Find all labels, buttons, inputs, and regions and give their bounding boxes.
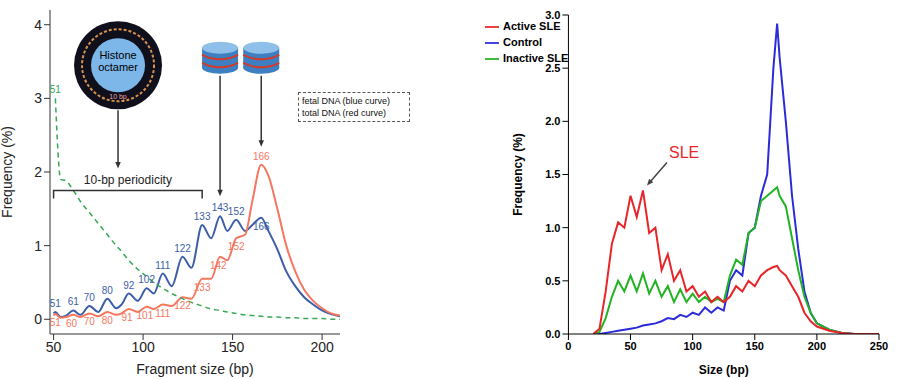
svg-text:1.0: 1.0: [545, 222, 560, 234]
svg-text:2.0: 2.0: [545, 115, 560, 127]
html-text:total DNA (red curve): total DNA (red curve): [302, 108, 386, 118]
svg-text:250: 250: [870, 340, 888, 352]
svg-text:0: 0: [565, 340, 571, 352]
svg-text:3: 3: [34, 90, 42, 106]
svg-text:166: 166: [253, 221, 270, 232]
svg-text:Fragment size (bp): Fragment size (bp): [136, 361, 253, 377]
svg-text:200: 200: [310, 339, 334, 355]
svg-text:80: 80: [102, 285, 114, 296]
svg-text:0.0: 0.0: [545, 328, 560, 340]
svg-text:133: 133: [194, 282, 211, 293]
svg-text:51: 51: [50, 298, 62, 309]
svg-text:10-bp periodicity: 10-bp periodicity: [84, 173, 172, 187]
svg-text:200: 200: [808, 340, 826, 352]
svg-text:2: 2: [34, 164, 42, 180]
svg-text:152: 152: [228, 241, 245, 252]
svg-text:70: 70: [84, 292, 96, 303]
svg-text:143: 143: [212, 202, 229, 213]
svg-text:SLE: SLE: [669, 144, 699, 161]
svg-text:152: 152: [228, 206, 245, 217]
svg-text:92: 92: [123, 280, 135, 291]
svg-text:100: 100: [131, 339, 155, 355]
svg-text:80: 80: [102, 315, 114, 326]
svg-text:0: 0: [34, 311, 42, 327]
html-text:Inactive SLE: Inactive SLE: [503, 52, 569, 65]
html-text:Active SLE: Active SLE: [503, 20, 561, 32]
svg-text:50: 50: [624, 340, 636, 352]
svg-text:2.5: 2.5: [545, 62, 560, 74]
svg-text:91: 91: [121, 312, 133, 323]
svg-text:100: 100: [683, 340, 701, 352]
svg-text:122: 122: [174, 300, 191, 311]
svg-text:Histone: Histone: [99, 49, 136, 61]
svg-text:142: 142: [210, 260, 227, 271]
svg-text:70: 70: [84, 316, 96, 327]
svg-text:octamer: octamer: [98, 61, 138, 73]
svg-text:1: 1: [34, 238, 42, 254]
svg-text:51: 51: [50, 84, 62, 95]
html-text:fetal DNA (blue curve): fetal DNA (blue curve): [302, 96, 390, 106]
svg-text:Size (bp): Size (bp): [699, 363, 749, 377]
svg-text:111: 111: [155, 308, 171, 319]
svg-text:150: 150: [221, 339, 245, 355]
svg-text:150: 150: [746, 340, 764, 352]
svg-text:166: 166: [253, 151, 270, 162]
svg-text:51: 51: [50, 317, 62, 328]
svg-text:122: 122: [174, 243, 191, 254]
svg-text:60: 60: [66, 318, 78, 329]
svg-text:Frequency (%): Frequency (%): [511, 133, 525, 216]
svg-text:133: 133: [194, 211, 211, 222]
html-text:Control: Control: [503, 36, 543, 49]
svg-text:4: 4: [34, 17, 42, 33]
svg-text:10 bp: 10 bp: [109, 93, 127, 101]
svg-text:0.5: 0.5: [545, 275, 560, 287]
svg-text:50: 50: [46, 339, 62, 355]
svg-text:102: 102: [138, 274, 155, 285]
svg-text:61: 61: [68, 296, 80, 307]
svg-text:3.0: 3.0: [545, 9, 560, 21]
svg-text:101: 101: [137, 310, 154, 321]
svg-text:Frequency (%): Frequency (%): [0, 126, 15, 218]
svg-text:111: 111: [155, 260, 171, 271]
svg-text:1.5: 1.5: [545, 168, 560, 180]
